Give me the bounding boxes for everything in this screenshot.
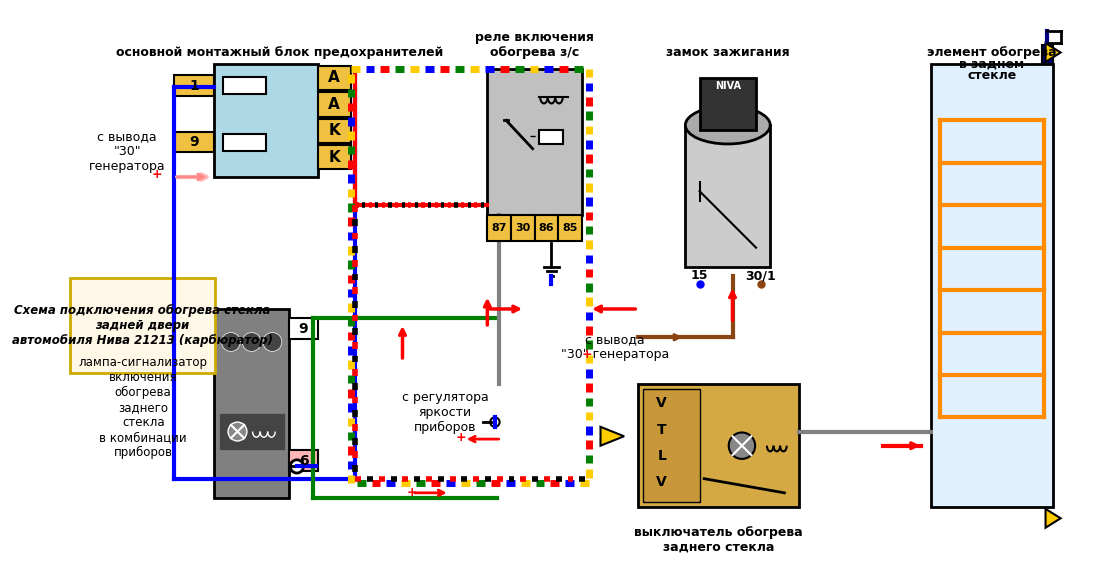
FancyBboxPatch shape: [174, 75, 214, 96]
Text: замок зажигания: замок зажигания: [666, 46, 789, 59]
Text: 15: 15: [691, 269, 709, 283]
FancyBboxPatch shape: [539, 130, 563, 144]
FancyBboxPatch shape: [174, 132, 214, 152]
FancyBboxPatch shape: [219, 413, 285, 450]
Circle shape: [290, 460, 304, 473]
Text: 86: 86: [539, 223, 554, 233]
Text: V: V: [657, 475, 667, 489]
FancyBboxPatch shape: [289, 450, 318, 471]
Text: 1: 1: [189, 78, 199, 92]
Text: V: V: [657, 397, 667, 410]
Text: 9: 9: [189, 135, 199, 149]
Text: в заднем: в заднем: [959, 57, 1025, 70]
Text: стекле: стекле: [967, 69, 1017, 82]
Text: +: +: [406, 486, 417, 499]
FancyBboxPatch shape: [686, 125, 771, 266]
Text: элемент обогрева: элемент обогрева: [927, 46, 1057, 59]
Text: 9: 9: [299, 322, 308, 336]
FancyBboxPatch shape: [534, 215, 559, 241]
FancyBboxPatch shape: [638, 384, 798, 507]
Polygon shape: [601, 427, 624, 446]
Polygon shape: [1045, 43, 1061, 62]
Text: 30/1: 30/1: [745, 269, 776, 283]
Text: K: K: [328, 150, 340, 165]
FancyBboxPatch shape: [289, 318, 318, 339]
Ellipse shape: [686, 106, 771, 144]
Text: с регулятора
яркости
приборов: с регулятора яркости приборов: [402, 391, 488, 434]
Text: реле включения
обогрева з/с: реле включения обогрева з/с: [475, 31, 594, 59]
Circle shape: [242, 332, 261, 352]
Circle shape: [222, 332, 241, 352]
Polygon shape: [1045, 509, 1061, 528]
Circle shape: [490, 418, 500, 427]
Circle shape: [263, 332, 282, 352]
Text: +: +: [582, 347, 592, 361]
FancyBboxPatch shape: [487, 215, 511, 241]
FancyBboxPatch shape: [318, 92, 351, 117]
Text: основной монтажный блок предохранителей: основной монтажный блок предохранителей: [116, 46, 444, 59]
Text: Схема подключения обогрева стекла
задней двери
автомобиля Нива 21213 (карбюратор: Схема подключения обогрева стекла задней…: [12, 304, 273, 346]
Text: 6: 6: [299, 454, 308, 468]
Text: T: T: [657, 423, 667, 437]
FancyBboxPatch shape: [223, 134, 266, 151]
Text: L: L: [657, 449, 666, 463]
FancyBboxPatch shape: [559, 215, 582, 241]
Text: выключатель обогрева
заднего стекла: выключатель обогрева заднего стекла: [634, 526, 803, 554]
FancyBboxPatch shape: [223, 77, 266, 94]
Text: 30: 30: [516, 223, 530, 233]
FancyBboxPatch shape: [214, 309, 289, 498]
Circle shape: [229, 422, 247, 441]
FancyBboxPatch shape: [214, 64, 318, 177]
FancyBboxPatch shape: [318, 119, 351, 143]
Text: K: K: [328, 123, 340, 138]
FancyBboxPatch shape: [643, 389, 700, 502]
FancyBboxPatch shape: [931, 64, 1053, 507]
Text: с вывода
"30"
генератора: с вывода "30" генератора: [88, 130, 166, 173]
Text: с вывода
"30" генератора: с вывода "30" генератора: [561, 333, 669, 361]
FancyBboxPatch shape: [487, 68, 582, 215]
FancyBboxPatch shape: [318, 145, 351, 169]
FancyBboxPatch shape: [1042, 45, 1053, 64]
Text: A: A: [328, 97, 340, 112]
Circle shape: [729, 433, 755, 459]
Text: лампа-сигнализатор
включения
обогрева
заднего
стекла
в комбинации
приборов: лампа-сигнализатор включения обогрева за…: [78, 356, 208, 460]
Text: +: +: [456, 431, 466, 444]
Text: 85: 85: [562, 223, 577, 233]
Text: NIVA: NIVA: [714, 81, 741, 91]
Text: A: A: [328, 71, 340, 85]
FancyBboxPatch shape: [700, 78, 756, 130]
FancyBboxPatch shape: [318, 66, 351, 90]
Text: 87: 87: [491, 223, 507, 233]
FancyBboxPatch shape: [511, 215, 534, 241]
FancyBboxPatch shape: [70, 278, 215, 373]
Text: +: +: [152, 168, 162, 180]
